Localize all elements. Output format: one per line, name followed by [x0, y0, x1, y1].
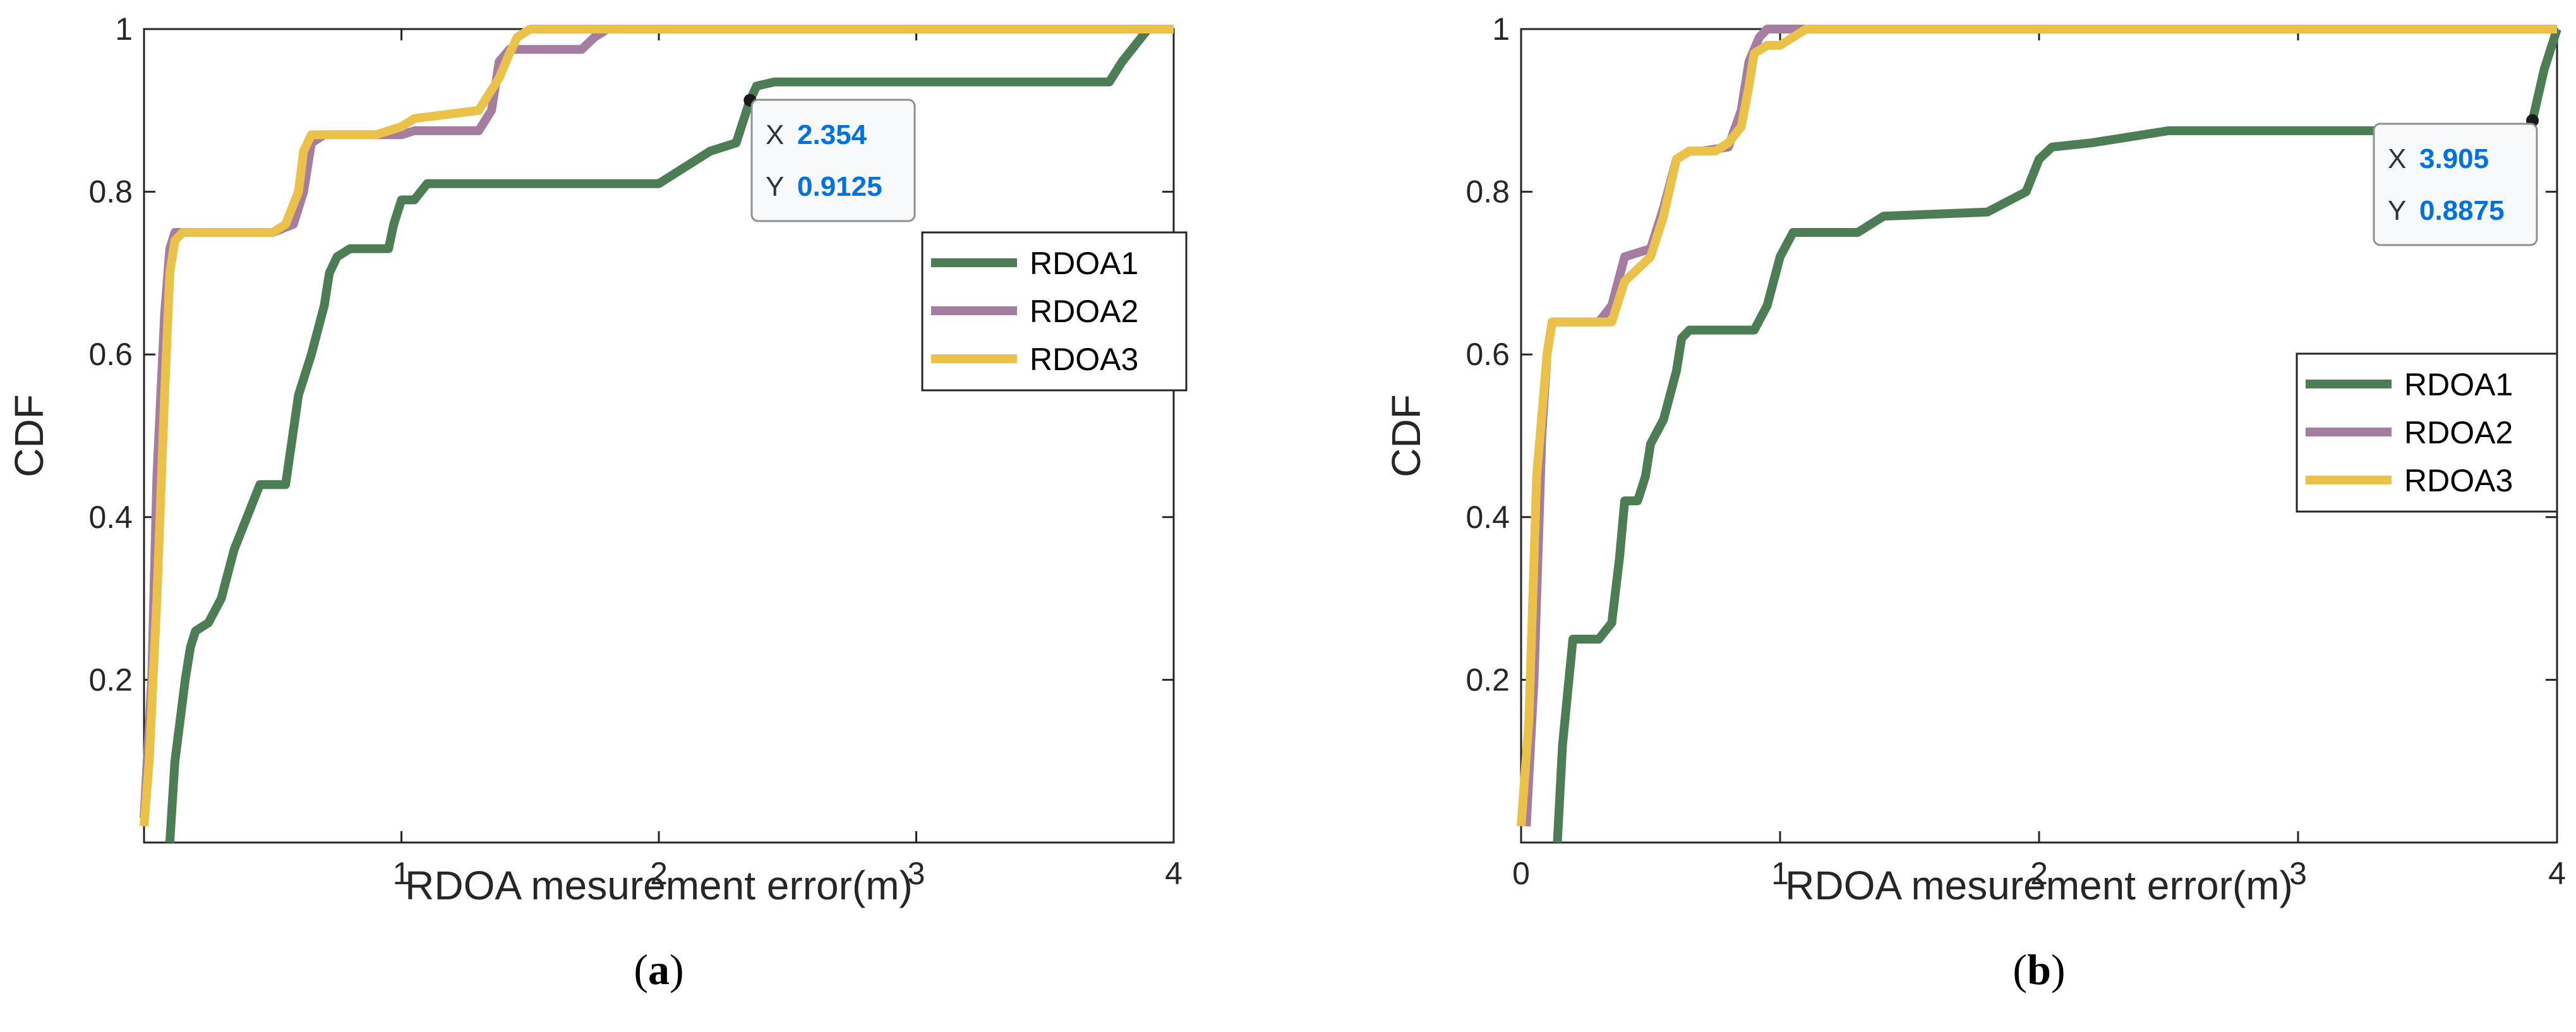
- datatip-x-value: 3.905: [2419, 143, 2489, 174]
- legend-label-rdoa1: RDOA1: [1030, 246, 1138, 281]
- datatip-y-value: 0.8875: [2419, 195, 2505, 226]
- y-tick-label: 0.2: [1466, 662, 1510, 697]
- legend: RDOA1 RDOA2 RDOA3: [2296, 352, 2558, 513]
- x-tick-label: 0: [1512, 856, 1530, 891]
- y-tick-label: 1: [1492, 11, 1510, 47]
- series-line-rdoa1: [1553, 27, 2561, 843]
- y-tick-label: 0.6: [88, 337, 133, 372]
- panel-caption: (b): [2013, 945, 2065, 993]
- legend-label-rdoa3: RDOA3: [2404, 463, 2513, 498]
- caption-letter: b: [2027, 945, 2051, 993]
- legend-label-rdoa3: RDOA3: [1030, 342, 1138, 377]
- x-tick-label: 3: [2289, 856, 2307, 891]
- x-tick-label: 1: [1771, 856, 1789, 891]
- x-tick-label: 4: [1165, 856, 1183, 891]
- caption-open-paren: (: [2013, 945, 2027, 993]
- datatip-x-key: X: [2388, 143, 2406, 174]
- datatip[interactable]: X 3.905 Y 0.8875: [2373, 123, 2538, 246]
- x-axis-title: RDOA mesurement error(m): [405, 863, 913, 908]
- x-tick-label: 4: [2548, 856, 2566, 891]
- y-tick-label: 0.8: [1466, 174, 1510, 210]
- legend: RDOA1 RDOA2 RDOA3: [921, 231, 1188, 392]
- series-line-rdoa3: [140, 25, 1174, 827]
- caption-close-paren: ): [2051, 945, 2066, 993]
- legend-label-rdoa2: RDOA2: [2404, 415, 2513, 450]
- x-tick-label: 2: [2030, 856, 2048, 891]
- y-axis-title: CDF: [6, 394, 52, 477]
- series-line-rdoa1: [165, 25, 1174, 843]
- legend-label-rdoa1: RDOA1: [2404, 367, 2513, 402]
- caption-letter: a: [648, 945, 670, 993]
- datatip-y-key: Y: [766, 171, 784, 202]
- datatip-y-key: Y: [2388, 195, 2406, 226]
- datatip-box: [750, 99, 916, 222]
- series-line-rdoa3: [1517, 25, 2557, 827]
- caption-close-paren: ): [670, 945, 684, 993]
- y-tick-label: 0.2: [88, 662, 133, 697]
- datatip-y-value: 0.9125: [797, 171, 882, 202]
- datatip-x-key: X: [766, 119, 784, 150]
- chart-panel-1: 1 2 3 4 0.2 0.4 0.6 0.8 1 X 2.354 Y 0.9125 RDOA1 RDOA2…: [6, 11, 1188, 993]
- y-tick-label: 0.6: [1466, 337, 1510, 372]
- y-tick-label: 0.4: [88, 500, 133, 535]
- datatip-x-value: 2.354: [797, 119, 867, 150]
- y-tick-label: 1: [115, 11, 133, 47]
- x-tick-label: 1: [393, 856, 411, 891]
- y-axis-title: CDF: [1383, 394, 1429, 477]
- x-axis-title: RDOA mesurement error(m): [1785, 863, 2293, 908]
- x-tick-label: 3: [908, 856, 925, 891]
- caption-open-paren: (: [634, 945, 648, 993]
- datatip-box: [2373, 123, 2538, 246]
- legend-label-rdoa2: RDOA2: [1030, 294, 1138, 329]
- plot-area: [143, 28, 1175, 844]
- y-tick-label: 0.8: [88, 174, 133, 210]
- x-tick-label: 2: [650, 856, 668, 891]
- panel-caption: (a): [634, 945, 683, 993]
- y-tick-label: 0.4: [1466, 500, 1510, 535]
- datatip[interactable]: X 2.354 Y 0.9125: [750, 99, 916, 222]
